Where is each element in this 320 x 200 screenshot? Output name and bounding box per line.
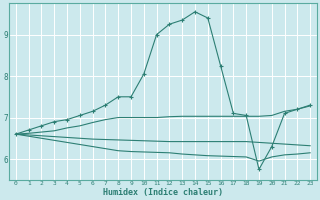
X-axis label: Humidex (Indice chaleur): Humidex (Indice chaleur) bbox=[103, 188, 223, 197]
